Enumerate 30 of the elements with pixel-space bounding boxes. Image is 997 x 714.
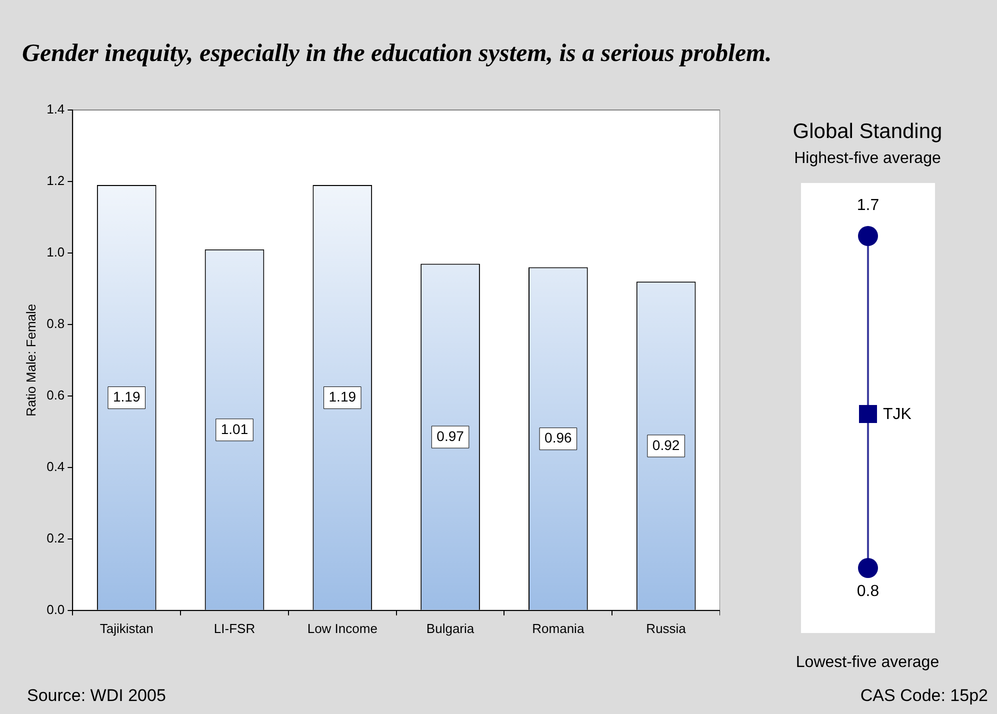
- text: CAS Code: 15p2: [860, 686, 988, 706]
- x-tick-label: Bulgaria: [426, 620, 475, 636]
- text: Highest-five average: [793, 150, 942, 168]
- y-tick-label: 1.2: [46, 173, 65, 188]
- y-tick-label: 0.2: [46, 530, 65, 546]
- y-tick-label: 0.6: [46, 388, 65, 403]
- y-tick-label: 1.4: [46, 102, 65, 117]
- y-tick-label: 0.4: [46, 459, 65, 474]
- chart-title: Gender inequity, especially in the education system, is a serious problem.: [22, 40, 772, 68]
- y-tick-label: 0.0: [46, 602, 65, 617]
- text: 0.8: [856, 583, 880, 601]
- data-label: 0.97: [436, 428, 464, 444]
- text: Global Standing: [792, 120, 944, 144]
- y-axis-title: Ratio Male: Female: [23, 304, 38, 417]
- x-tick-label: Russia: [646, 620, 687, 636]
- text: 1.7: [856, 197, 880, 215]
- x-tick-label: Tajikistan: [100, 620, 154, 636]
- x-tick-label: Romania: [532, 620, 585, 636]
- x-tick-label: Low Income: [307, 620, 378, 636]
- y-tick-label: 0.8: [46, 316, 65, 332]
- text: TJK: [883, 406, 912, 424]
- data-label: 1.19: [112, 388, 140, 405]
- data-label: 0.96: [544, 430, 572, 446]
- text: Lowest-five average: [794, 654, 940, 672]
- data-label: 1.19: [328, 388, 356, 405]
- source-note: Source: WDI 2005: [27, 686, 166, 706]
- y-tick-label: 1.0: [46, 244, 65, 260]
- data-label: 1.01: [220, 420, 248, 437]
- x-tick-label: LI-FSR: [214, 620, 256, 636]
- data-label: 0.92: [652, 436, 680, 453]
